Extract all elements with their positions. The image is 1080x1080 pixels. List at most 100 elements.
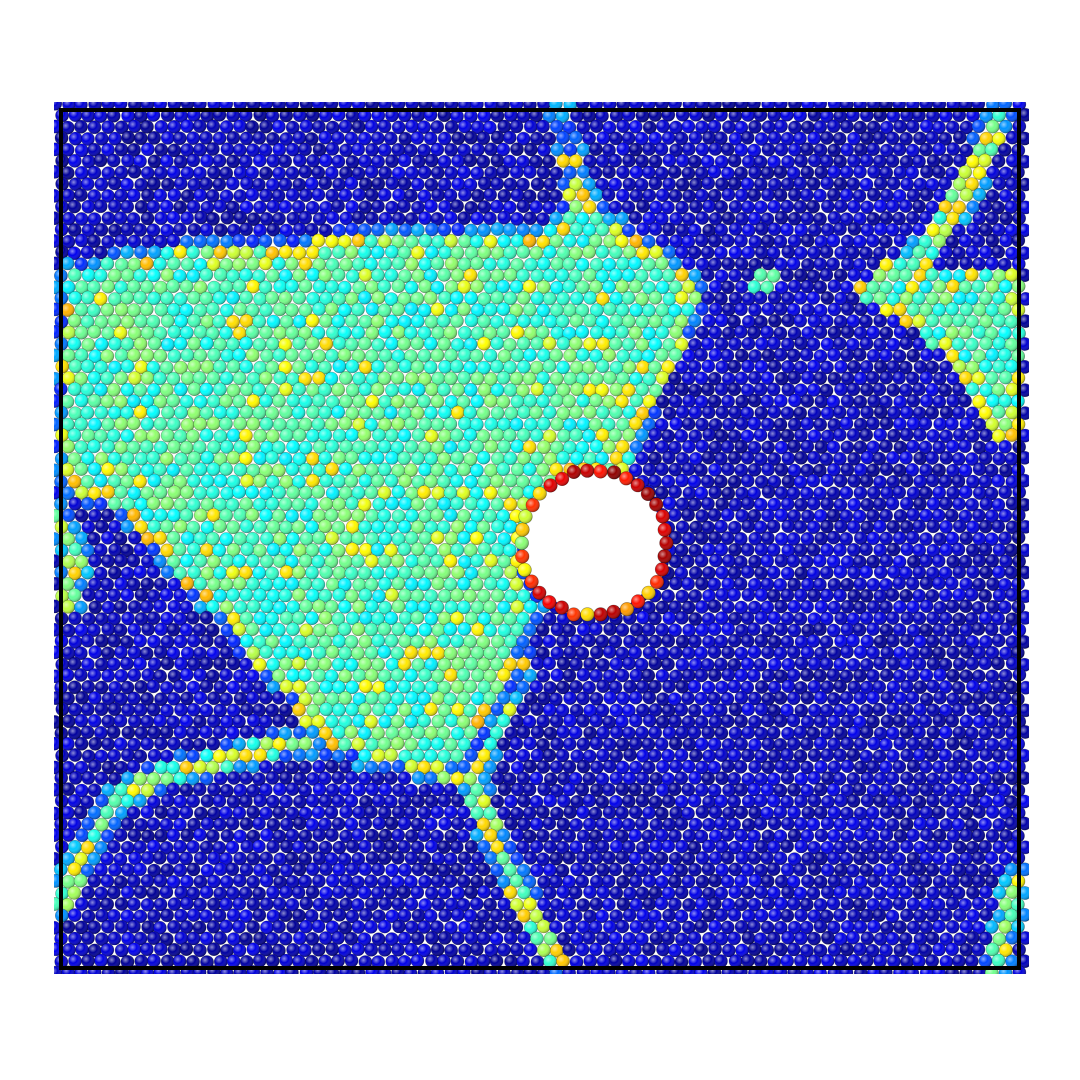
atom-shading — [979, 109, 993, 123]
atom-shading — [958, 234, 973, 248]
atom-shading — [240, 382, 254, 396]
atom-shading — [985, 348, 999, 362]
atom-shading — [629, 393, 644, 408]
atom-shading — [101, 440, 115, 454]
atom-shading — [688, 314, 702, 328]
atom-shading — [220, 120, 234, 134]
atom-shading — [608, 154, 622, 168]
atom-shading — [227, 245, 241, 259]
atom-shading — [133, 337, 148, 351]
atom-shading — [332, 474, 346, 488]
atom-shading — [212, 154, 227, 168]
atom-shading — [94, 405, 108, 420]
atom-shading — [583, 405, 597, 419]
atom-shading — [761, 234, 775, 248]
atom-shading — [972, 119, 986, 133]
atom-shading — [437, 155, 452, 169]
atom-shading — [258, 143, 273, 157]
atom-shading — [899, 132, 913, 146]
atom-shading — [74, 188, 88, 202]
atom-shading — [490, 291, 504, 305]
atom-shading — [470, 371, 484, 385]
atom-shading — [695, 439, 709, 453]
atom-shading — [457, 143, 471, 157]
atom-shading — [867, 349, 881, 363]
atom-shading — [755, 222, 769, 236]
atom-shading — [821, 406, 835, 420]
atom-shading — [166, 211, 180, 225]
atom-shading — [153, 349, 167, 363]
atom-shading — [371, 382, 385, 396]
atom-shading — [787, 439, 801, 453]
atom-shading — [167, 325, 181, 339]
atom-shading — [147, 383, 161, 397]
atom-shading — [715, 360, 729, 374]
atom-shading — [181, 257, 195, 271]
atom-shading — [906, 143, 920, 158]
atom-shading — [510, 165, 524, 179]
atom-shading — [95, 337, 109, 351]
atom-shading — [821, 199, 835, 213]
atom-shading — [358, 245, 372, 259]
atom-shading — [140, 371, 155, 385]
atom-shading — [867, 120, 881, 134]
atom-shading — [886, 154, 900, 168]
atom-shading — [186, 245, 200, 259]
atom-shading — [239, 222, 253, 236]
atom-shading — [490, 428, 504, 442]
atom-shading — [873, 199, 888, 213]
atom-shading — [629, 349, 643, 363]
atom-shading — [695, 142, 710, 156]
atom-shading — [826, 440, 840, 454]
atom-shading — [583, 154, 597, 168]
atom-shading — [992, 154, 1006, 168]
atom-shading — [793, 200, 808, 214]
atom-shading — [794, 451, 808, 465]
atom-shading — [886, 199, 900, 213]
atom-shading — [127, 188, 141, 202]
atom-shading — [866, 256, 881, 270]
atom-shading — [774, 119, 788, 133]
atom-shading — [477, 451, 491, 465]
atom-shading — [998, 143, 1012, 157]
atom-shading — [503, 223, 517, 237]
atom-shading — [115, 120, 129, 134]
atom-shading — [728, 475, 742, 489]
atom-shading — [523, 394, 537, 408]
atom-shading — [364, 120, 379, 134]
atom-shading — [200, 109, 214, 123]
atom-shading — [371, 360, 385, 374]
atom-shading — [728, 451, 742, 465]
atom-shading — [516, 132, 531, 146]
atom-shading — [464, 383, 478, 397]
atom-shading — [358, 291, 372, 305]
atom-shading — [735, 417, 749, 431]
atom-shading — [404, 302, 418, 316]
atom-shading — [510, 348, 525, 362]
atom-shading — [417, 349, 431, 363]
atom-shading — [675, 200, 689, 215]
atom-shading — [193, 143, 207, 157]
atom-shading — [913, 428, 927, 442]
atom-shading — [906, 349, 920, 363]
atom-shading — [457, 165, 471, 179]
atom-shading — [635, 132, 649, 146]
atom-shading — [702, 199, 716, 213]
atom-shading — [873, 291, 887, 305]
atom-shading — [549, 189, 563, 203]
atom-shading — [339, 143, 353, 157]
atom-shading — [985, 142, 999, 156]
atom-shading — [833, 405, 847, 419]
atom-shading — [444, 211, 458, 225]
atom-shading — [919, 371, 933, 385]
atom-shading — [319, 153, 333, 168]
atom-shading — [259, 166, 273, 180]
atom-shading — [484, 303, 498, 317]
atom-shading — [299, 234, 313, 248]
atom-shading — [979, 132, 994, 146]
atom-shading — [734, 143, 748, 157]
atom-shading — [628, 211, 643, 225]
atom-shading — [946, 120, 960, 134]
atom-shading — [847, 360, 861, 374]
atom-shading — [87, 143, 101, 157]
